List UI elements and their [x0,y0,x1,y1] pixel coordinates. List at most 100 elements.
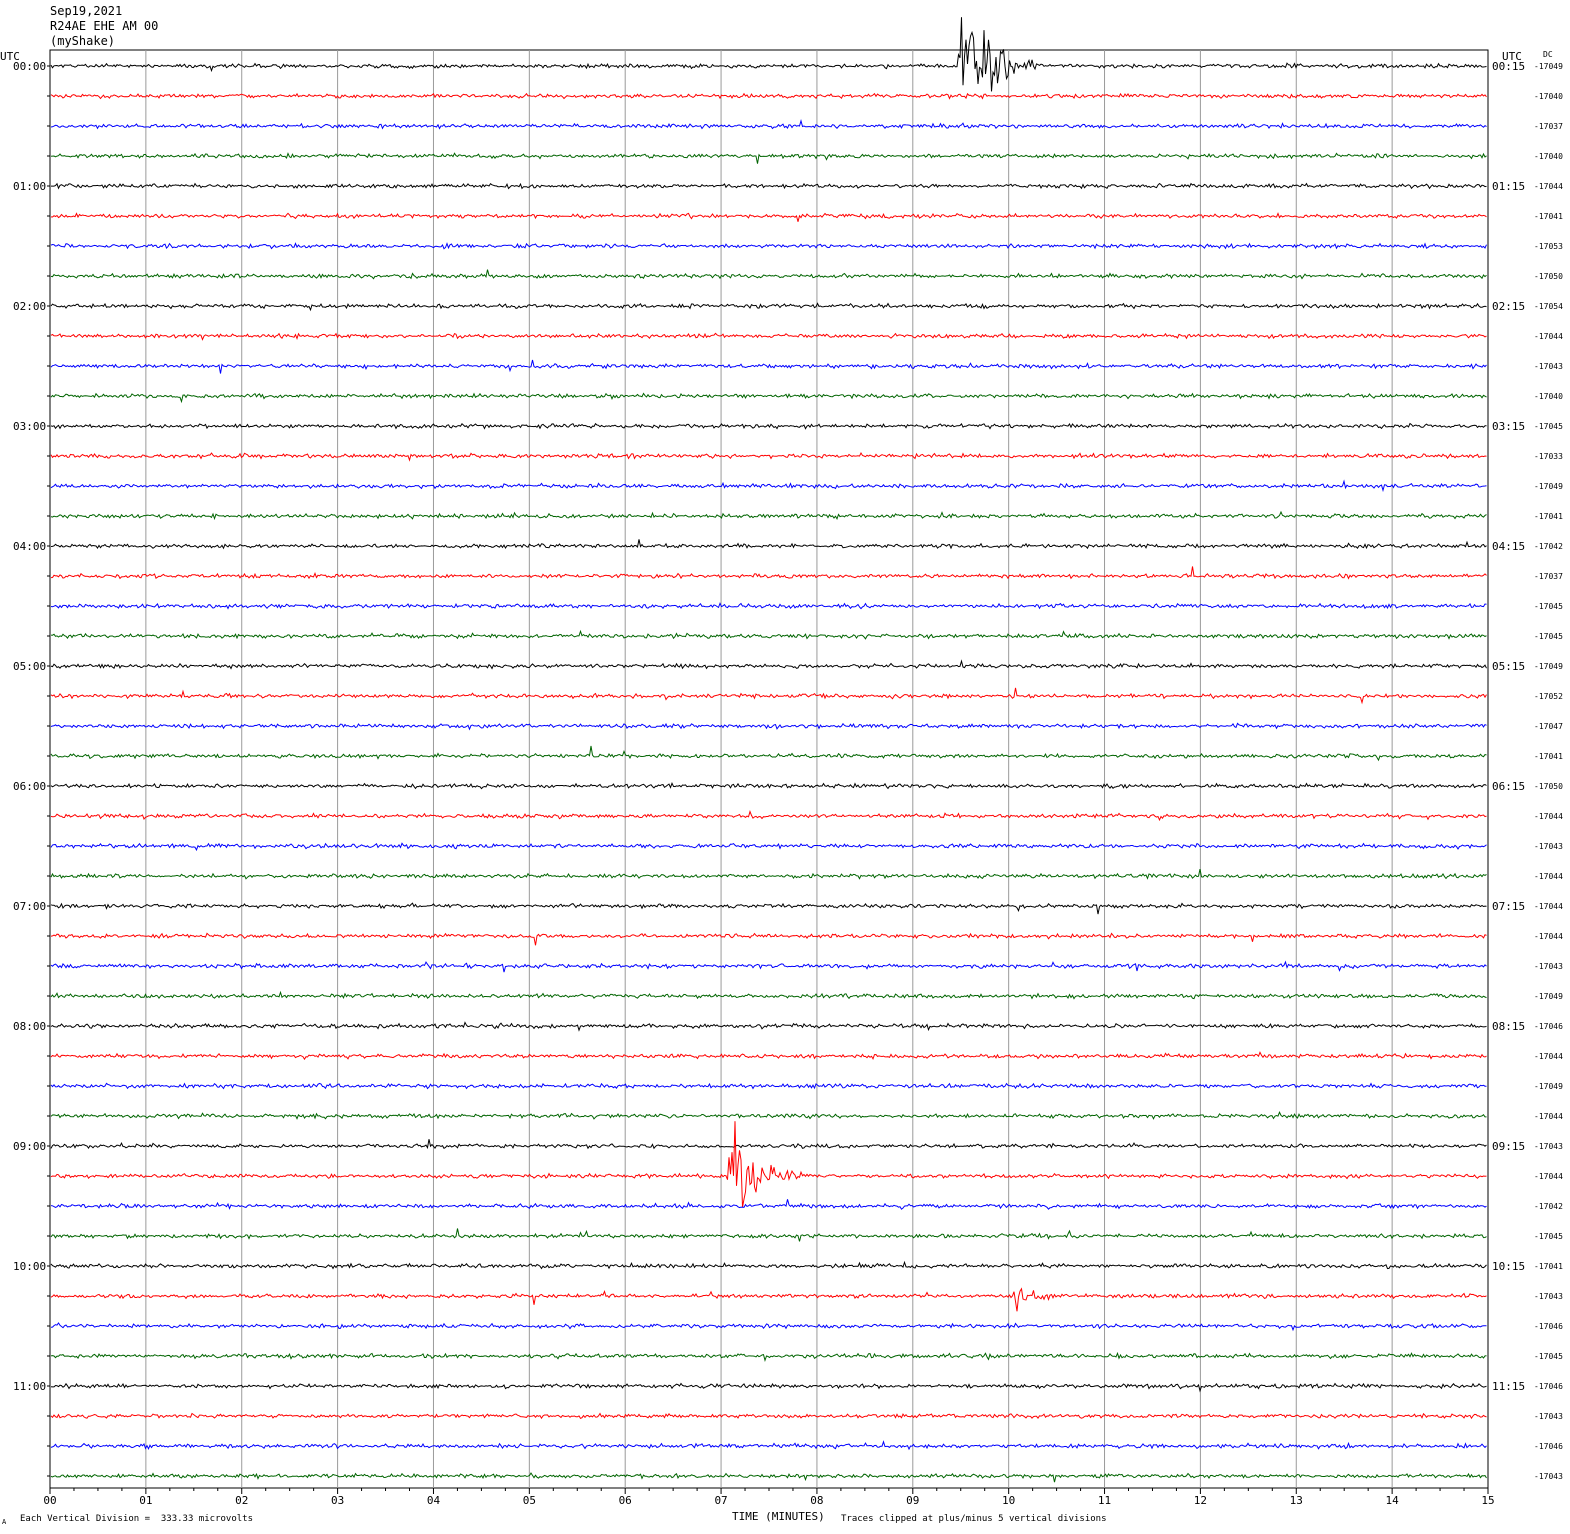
trace-row [50,1322,1487,1332]
dc-offset-label: -17037 [1534,122,1563,131]
dc-offset-label: -17049 [1534,992,1563,1001]
dc-offset-label: -17041 [1534,212,1563,221]
dc-offset-label: -17054 [1534,302,1563,311]
trace-row [50,1351,1487,1363]
trace-row [50,1412,1487,1420]
hour-label-right: 06:15 [1492,780,1525,793]
dc-offset-label: -17042 [1534,1202,1563,1211]
dc-offset-label: -17040 [1534,392,1563,401]
dc-offset-label: -17053 [1534,242,1563,251]
hour-label-right: 05:15 [1492,660,1525,673]
trace-row [50,422,1487,430]
x-tick-label: 01 [139,1494,152,1507]
trace-row [50,1260,1487,1270]
dc-offset-label: -17046 [1534,1442,1563,1451]
station-label: R24AE EHE AM 00 [50,19,159,33]
hour-label-left: 06:00 [13,780,46,793]
x-tick-label: 11 [1098,1494,1111,1507]
trace-row [50,92,1487,100]
trace-row [50,1111,1487,1120]
dc-offset-label: -17040 [1534,92,1563,101]
minute-grid [47,49,1489,1494]
trace-row [50,810,1487,822]
trace-row [50,629,1487,640]
dc-offset-label: -17044 [1534,182,1563,191]
hour-label-left: 10:00 [13,1260,46,1273]
dc-offset-label: -17043 [1534,362,1563,371]
trace-row [50,1139,1487,1150]
dc-offset-label: -17041 [1534,1262,1563,1271]
plot-frame [49,49,1489,1489]
trace-row [50,510,1487,521]
dc-offset-label: -17046 [1534,1382,1563,1391]
hour-label-left: 07:00 [13,900,46,913]
dc-offset-label: -17045 [1534,632,1563,641]
trace-row [50,332,1487,341]
x-tick-label: 09 [906,1494,919,1507]
hour-label-right: 08:15 [1492,1020,1525,1033]
trace-row [50,1472,1487,1483]
dc-offset-label: -17049 [1534,62,1563,71]
trace-row [50,902,1487,915]
hour-label-right: 11:15 [1492,1380,1525,1393]
trace-row [50,1082,1487,1090]
dc-offset-label: -17033 [1534,452,1563,461]
trace-row [50,212,1487,222]
dc-offset-label: -17043 [1534,1412,1563,1421]
dc-offset-label: -17043 [1534,1292,1563,1301]
hour-label-left: 01:00 [13,180,46,193]
trace-row [50,990,1487,1000]
x-tick-label: 13 [1290,1494,1303,1507]
dc-offset-label: -17044 [1534,1172,1563,1181]
x-tick-label: 06 [619,1494,632,1507]
chart-labels: UTC UTC DC TIME (MINUTES) 00 01 02 03 04 05 06… [0,50,1563,1523]
trace-row [50,1121,1487,1208]
hour-label-right: 00:15 [1492,60,1525,73]
trace-row [50,745,1487,762]
trace-row [50,1382,1487,1393]
seismic-traces [50,17,1487,1483]
trace-row [50,242,1487,250]
dc-offset-label: -17040 [1534,152,1563,161]
hour-label-right: 02:15 [1492,300,1525,313]
hour-label-right: 04:15 [1492,540,1525,553]
network-label: (myShake) [50,34,116,48]
dc-offset-label: -17042 [1534,542,1563,551]
x-tick-label: 02 [235,1494,248,1507]
dc-offset-label: -17050 [1534,782,1563,791]
dc-offset-label: -17044 [1534,872,1563,881]
trace-row [50,932,1487,946]
trace-row [50,479,1487,493]
hour-label-left: 03:00 [13,420,46,433]
dc-offset-label: -17049 [1534,662,1563,671]
x-tick-label: 10 [1002,1494,1015,1507]
hour-label-left: 00:00 [13,60,46,73]
x-tick-label: 08 [810,1494,823,1507]
dc-offset-label: -17043 [1534,1472,1563,1481]
dc-offset-label: -17043 [1534,962,1563,971]
trace-row [50,119,1487,130]
trace-row [50,1287,1487,1312]
dc-offset-label: -17041 [1534,512,1563,521]
trace-row [50,659,1487,670]
trace-row [50,687,1487,705]
trace-row [50,868,1487,880]
hour-label-right: 07:15 [1492,900,1525,913]
dc-offset-label: -17041 [1534,752,1563,761]
corner-mark: A [2,1518,7,1526]
dc-offset-label: -17044 [1534,902,1563,911]
dc-offset-label: -17044 [1534,1052,1563,1061]
dc-offset-label: -17046 [1534,1322,1563,1331]
dc-offset-label: -17046 [1534,1022,1563,1031]
hour-label-right: 09:15 [1492,1140,1525,1153]
clip-note: Traces clipped at plus/minus 5 vertical … [841,1514,1107,1524]
x-tick-label: 14 [1386,1494,1400,1507]
trace-row [50,782,1487,790]
dc-offset-label: -17050 [1534,272,1563,281]
dc-offset-label: -17043 [1534,1142,1563,1151]
dc-offset-label: -17043 [1534,842,1563,851]
scale-note: Each Vertical Division = 333.33 microvol… [20,1514,253,1524]
x-tick-label: 12 [1194,1494,1207,1507]
hour-label-right: 01:15 [1492,180,1525,193]
utc-label-right: UTC [1502,50,1522,63]
